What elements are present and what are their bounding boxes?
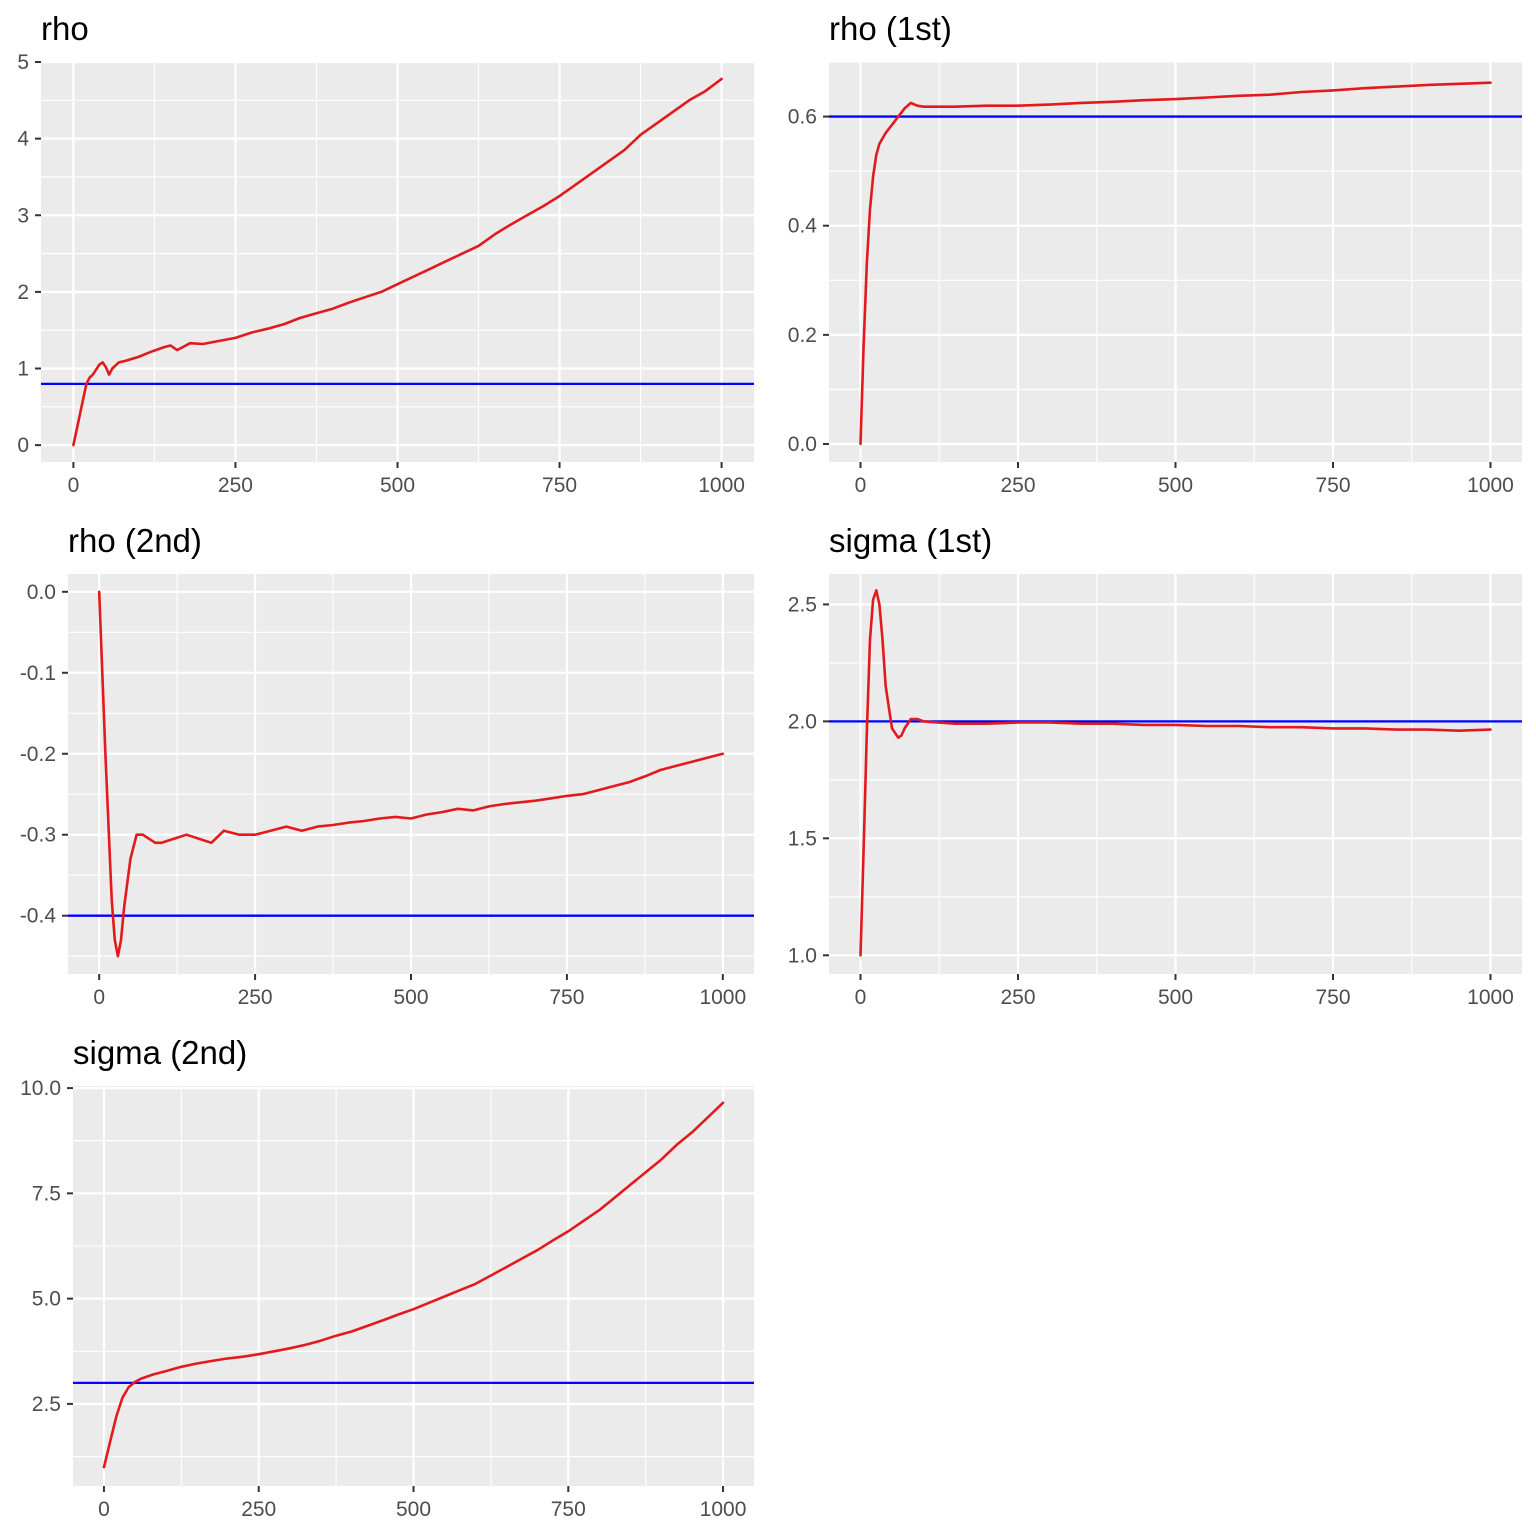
x-tick-label: 500 [1158, 986, 1193, 1009]
x-tick-label: 500 [393, 986, 428, 1009]
panel-title: rho (1st) [829, 10, 952, 47]
estimate-line [97, 590, 725, 958]
y-tick-label: 0.0 [788, 433, 817, 456]
x-tick-label: 0 [855, 986, 867, 1009]
panel-rho-2nd: rho (2nd) 0 250 500 750 1000 0.0 -0.1 -0.2 -0.3 -… [20, 522, 754, 1009]
y-tick-label: 5.0 [32, 1288, 61, 1311]
x-tick-label: 250 [1000, 474, 1035, 497]
y-tick-label: -0.1 [20, 662, 56, 685]
y-tick-label: 0 [17, 434, 29, 457]
y-tick-label: 1.0 [788, 944, 817, 967]
x-tick-label: 250 [218, 474, 253, 497]
panel-sigma-2nd: sigma (2nd) 0 250 500 750 1000 2.5 5.0 7.5 10.0 [20, 1034, 754, 1521]
y-tick-label: 2.5 [788, 593, 817, 616]
y-tick-label: 4 [17, 128, 29, 151]
x-tick-label: 1000 [700, 1498, 747, 1521]
x-tick-label: 1000 [699, 986, 746, 1009]
x-tick-label: 250 [238, 986, 273, 1009]
x-tick-label: 500 [396, 1498, 431, 1521]
x-tick-label: 0 [98, 1498, 110, 1521]
x-tick-label: 250 [241, 1498, 276, 1521]
y-tick-label: 10.0 [20, 1077, 61, 1100]
x-tick-label: 250 [1000, 986, 1035, 1009]
y-tick-label: 0.0 [27, 581, 56, 604]
y-tick-label: -0.3 [20, 824, 56, 847]
x-tick-label: 500 [1158, 474, 1193, 497]
x-tick-label: 750 [1315, 986, 1350, 1009]
panel-rho-1st: rho (1st) 0 250 500 750 1000 0.0 0.2 0.4 0.6 [788, 10, 1522, 497]
y-tick-label: 1.5 [788, 827, 817, 850]
x-tick-label: 500 [380, 474, 415, 497]
panel-sigma-1st: sigma (1st) 0 250 500 750 1000 1.0 1.5 2.0 2.5 [788, 522, 1522, 1009]
y-tick-label: 2 [17, 281, 29, 304]
x-tick-label: 750 [551, 1498, 586, 1521]
y-tick-label: 5 [17, 51, 29, 74]
y-tick-label: 0.6 [788, 106, 817, 129]
y-tick-label: 2.5 [32, 1393, 61, 1416]
y-tick-label: 0.4 [788, 215, 818, 238]
y-tick-label: -0.4 [20, 905, 57, 928]
estimate-line [72, 77, 723, 447]
panel-title: rho [41, 10, 89, 47]
panel-rho: rho 0 250 500 750 1000 0 1 2 3 4 5 [17, 10, 754, 497]
x-tick-label: 750 [549, 986, 584, 1009]
x-tick-label: 750 [1315, 474, 1350, 497]
x-tick-label: 1000 [1467, 474, 1514, 497]
panel-title: sigma (2nd) [73, 1034, 247, 1071]
estimate-line [859, 81, 1492, 446]
x-tick-label: 750 [542, 474, 577, 497]
estimate-line [102, 1101, 725, 1469]
panel-title: rho (2nd) [68, 522, 202, 559]
estimate-line [859, 589, 1492, 957]
x-tick-label: 0 [68, 474, 80, 497]
y-tick-label: 0.2 [788, 324, 817, 347]
x-tick-label: 0 [855, 474, 867, 497]
y-tick-label: 3 [17, 204, 29, 227]
y-tick-label: 7.5 [32, 1182, 61, 1205]
y-tick-label: 1 [17, 358, 29, 381]
y-tick-label: 2.0 [788, 710, 817, 733]
x-tick-label: 1000 [1467, 986, 1514, 1009]
panel-title: sigma (1st) [829, 522, 992, 559]
x-tick-label: 0 [93, 986, 105, 1009]
x-tick-label: 1000 [698, 474, 745, 497]
y-tick-label: -0.2 [20, 743, 56, 766]
